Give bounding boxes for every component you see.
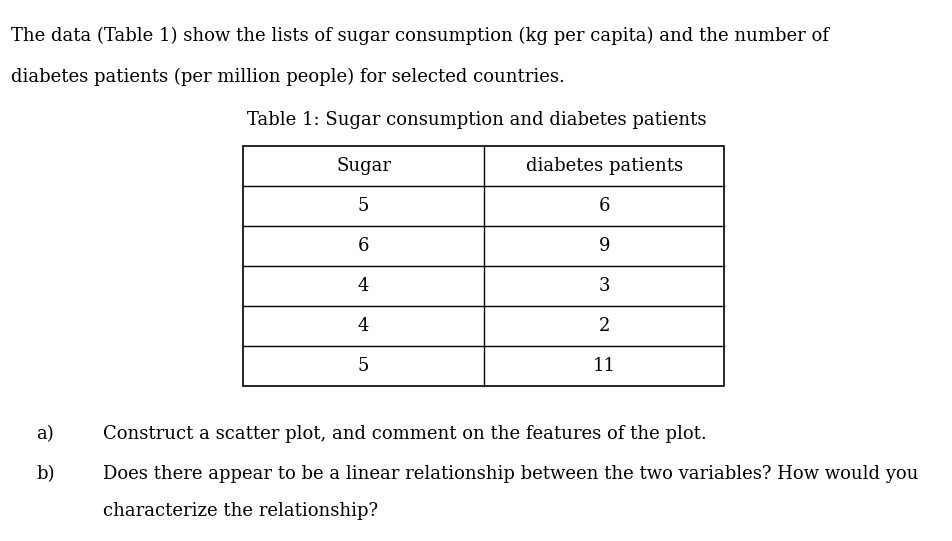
Text: Sugar: Sugar bbox=[336, 157, 390, 175]
Bar bbox=[243, 146, 724, 386]
Text: a): a) bbox=[36, 425, 54, 443]
Text: 5: 5 bbox=[358, 197, 368, 215]
Text: b): b) bbox=[36, 465, 54, 483]
Text: Does there appear to be a linear relationship between the two variables? How wou: Does there appear to be a linear relatio… bbox=[103, 465, 918, 483]
Text: 6: 6 bbox=[598, 197, 609, 215]
Text: Table 1: Sugar consumption and diabetes patients: Table 1: Sugar consumption and diabetes … bbox=[247, 111, 705, 129]
Text: diabetes patients (per million people) for selected countries.: diabetes patients (per million people) f… bbox=[11, 68, 565, 86]
Text: 11: 11 bbox=[592, 357, 615, 375]
Text: 3: 3 bbox=[598, 277, 609, 295]
Text: The data (Table 1) show the lists of sugar consumption (kg per capita) and the n: The data (Table 1) show the lists of sug… bbox=[11, 27, 828, 45]
Text: 4: 4 bbox=[358, 317, 368, 335]
Text: Construct a scatter plot, and comment on the features of the plot.: Construct a scatter plot, and comment on… bbox=[103, 425, 706, 443]
Text: 6: 6 bbox=[357, 237, 369, 255]
Text: characterize the relationship?: characterize the relationship? bbox=[103, 502, 378, 520]
Text: 9: 9 bbox=[598, 237, 609, 255]
Text: diabetes patients: diabetes patients bbox=[526, 157, 682, 175]
Text: 4: 4 bbox=[358, 277, 368, 295]
Text: 2: 2 bbox=[598, 317, 609, 335]
Text: 5: 5 bbox=[358, 357, 368, 375]
